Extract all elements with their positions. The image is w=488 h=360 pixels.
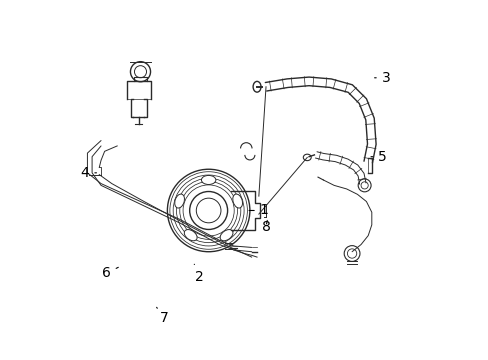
Text: 5: 5 bbox=[370, 150, 386, 164]
Ellipse shape bbox=[174, 194, 184, 208]
Text: 3: 3 bbox=[374, 71, 390, 85]
Ellipse shape bbox=[201, 175, 215, 185]
Ellipse shape bbox=[220, 230, 232, 241]
Text: 7: 7 bbox=[156, 307, 168, 325]
Ellipse shape bbox=[184, 230, 197, 241]
Text: 2: 2 bbox=[194, 264, 203, 284]
Text: 4: 4 bbox=[81, 166, 96, 180]
Ellipse shape bbox=[232, 194, 242, 208]
Text: 1: 1 bbox=[248, 203, 268, 217]
Text: 6: 6 bbox=[102, 266, 118, 280]
Text: 8: 8 bbox=[261, 220, 270, 234]
